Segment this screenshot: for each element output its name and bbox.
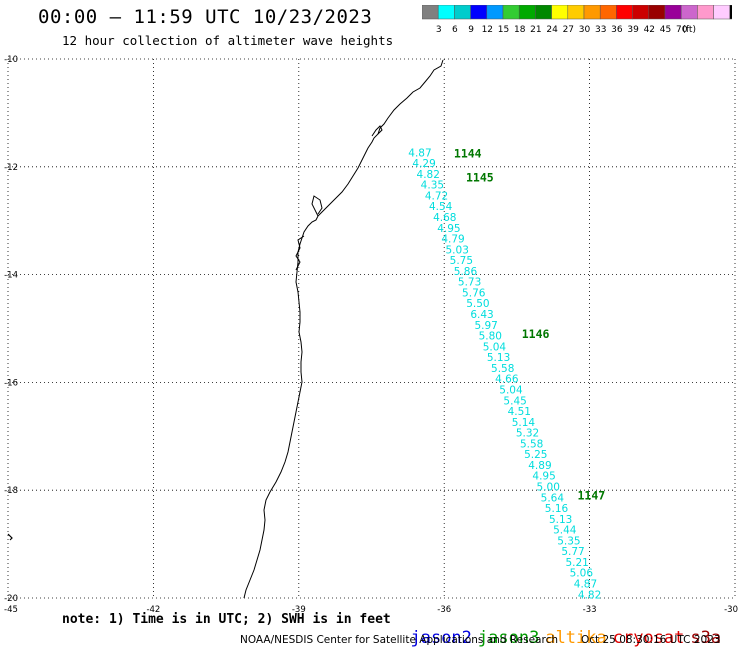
color-scale-label: 42 xyxy=(644,25,655,35)
color-scale-label: 18 xyxy=(514,25,526,35)
wave-height-label: 5.76 xyxy=(462,287,486,299)
wave-height-label: 5.13 xyxy=(549,514,572,526)
wave-height-label: 5.32 xyxy=(516,428,539,440)
wave-height-label: 5.64 xyxy=(541,492,565,504)
wave-height-label: 4.87 xyxy=(574,579,597,591)
satellite-legend: jason2 jason3 altika cryosat s3a xyxy=(390,608,727,648)
color-scale-label: 30 xyxy=(579,25,591,35)
wave-height-label: 5.86 xyxy=(454,266,478,278)
satellite-jason3: jason3 xyxy=(477,628,540,648)
color-scale-label: 45 xyxy=(660,25,671,35)
satellite-cryosat: cryosat xyxy=(612,628,685,648)
wave-height-label: 4.68 xyxy=(433,212,456,224)
color-scale-label: 33 xyxy=(595,25,606,35)
satellite-s3a: s3a xyxy=(690,628,722,648)
wave-height-label: 5.21 xyxy=(565,557,588,569)
latitude-tick-label: -20 xyxy=(4,594,18,604)
wave-height-label: 4.87 xyxy=(408,147,431,159)
wave-height-label: 5.80 xyxy=(479,331,502,343)
wave-height-label: 4.82 xyxy=(417,169,440,181)
wave-height-label: 5.03 xyxy=(446,244,469,256)
satellite-altika: altika xyxy=(545,628,607,648)
map-subtitle: 12 hour collection of altimeter wave hei… xyxy=(62,33,394,48)
wave-height-label: 4.72 xyxy=(425,190,448,202)
wave-height-label: 4.29 xyxy=(412,158,435,170)
footer-note: note: 1) Time is in UTC; 2) SWH is in fe… xyxy=(62,612,391,627)
wave-height-label: 4.54 xyxy=(429,201,453,213)
color-scale-label: 6 xyxy=(452,25,458,35)
latitude-tick-label: -16 xyxy=(4,378,18,388)
wave-height-label: 5.75 xyxy=(450,255,473,267)
wave-height-label: 6.43 xyxy=(470,309,493,321)
wave-height-label: 4.51 xyxy=(508,406,531,418)
color-scale-label: 12 xyxy=(482,25,493,35)
time-marker-label: 1146 xyxy=(522,327,550,341)
wave-height-label: 5.04 xyxy=(483,341,507,353)
latitude-tick-label: -18 xyxy=(4,486,18,496)
wave-height-label: 4.89 xyxy=(528,460,551,472)
wave-height-label: 5.97 xyxy=(474,320,497,332)
latitude-tick-label: -12 xyxy=(4,163,18,173)
color-scale-label: 21 xyxy=(530,25,541,35)
color-scale-label: 27 xyxy=(563,25,574,35)
wave-height-label: 5.77 xyxy=(561,546,584,558)
color-scale-label: (ft) xyxy=(682,25,696,35)
coastline-estuary xyxy=(371,125,383,137)
wave-height-label: 5.04 xyxy=(499,384,523,396)
wave-height-label: 5.73 xyxy=(458,277,481,289)
color-scale-swatch xyxy=(729,5,732,20)
latitude-tick-label: -14 xyxy=(4,271,18,281)
color-scale-label: 70 xyxy=(676,25,688,35)
wave-height-label: 5.58 xyxy=(491,363,514,375)
wave-height-label: 5.16 xyxy=(545,503,569,515)
latitude-tick-label: -10 xyxy=(4,55,18,65)
map-title: 00:00 – 11:59 UTC 10/23/2023 xyxy=(38,6,373,28)
wave-height-label: 5.35 xyxy=(557,535,580,547)
color-scale-label: 24 xyxy=(546,25,558,35)
wave-height-label: 4.95 xyxy=(437,223,460,235)
longitude-tick-label: -45 xyxy=(4,605,18,615)
color-scale-label: 9 xyxy=(468,25,474,35)
credit-timestamp: Oct 25 08:30:16 UTC 2023 xyxy=(581,634,721,646)
wave-height-label: 4.35 xyxy=(421,180,444,192)
wave-height-label: 5.45 xyxy=(503,395,526,407)
wave-height-label: 5.25 xyxy=(524,449,547,461)
longitude-tick-label: -30 xyxy=(724,605,738,615)
longitude-tick-label: -33 xyxy=(583,605,597,615)
wave-height-label: 4.82 xyxy=(578,589,601,601)
wave-height-label: 4.79 xyxy=(441,234,464,246)
wave-height-label: 5.13 xyxy=(487,352,510,364)
coastline-inlet xyxy=(295,235,305,271)
longitude-tick-label: -36 xyxy=(437,605,451,615)
color-scale-legend: 3 6 9 12 15 18 21 24 27 30 33 36 39 42 45 70(ft) xyxy=(422,5,732,35)
color-scale-label: 15 xyxy=(498,25,509,35)
wave-height-label: 4.95 xyxy=(532,471,555,483)
color-scale-label: 3 xyxy=(436,25,442,35)
wave-height-label: 5.50 xyxy=(466,298,489,310)
island-mark xyxy=(7,533,13,541)
coastline xyxy=(243,59,444,599)
wave-height-label: 5.14 xyxy=(512,417,536,429)
time-marker-label: 1145 xyxy=(466,171,494,185)
wave-height-label: 5.44 xyxy=(553,525,577,537)
color-scale-label: 39 xyxy=(627,25,639,35)
wave-height-label: 5.00 xyxy=(537,482,560,494)
color-scale-label: 36 xyxy=(611,25,623,35)
longitude-tick-label: -42 xyxy=(146,605,160,615)
time-marker-label: 1147 xyxy=(577,489,605,503)
longitude-tick-label: -39 xyxy=(292,605,306,615)
satellite-jason2: jason2 xyxy=(410,628,472,648)
wave-height-label: 5.06 xyxy=(570,568,594,580)
credit-line: NOAA/NESDIS Center for Satellite Applica… xyxy=(240,634,558,646)
wave-height-label: 4.66 xyxy=(495,374,519,386)
time-marker-label: 1144 xyxy=(454,146,482,160)
wave-height-label: 5.58 xyxy=(520,438,543,450)
coastline-bay xyxy=(311,195,323,217)
